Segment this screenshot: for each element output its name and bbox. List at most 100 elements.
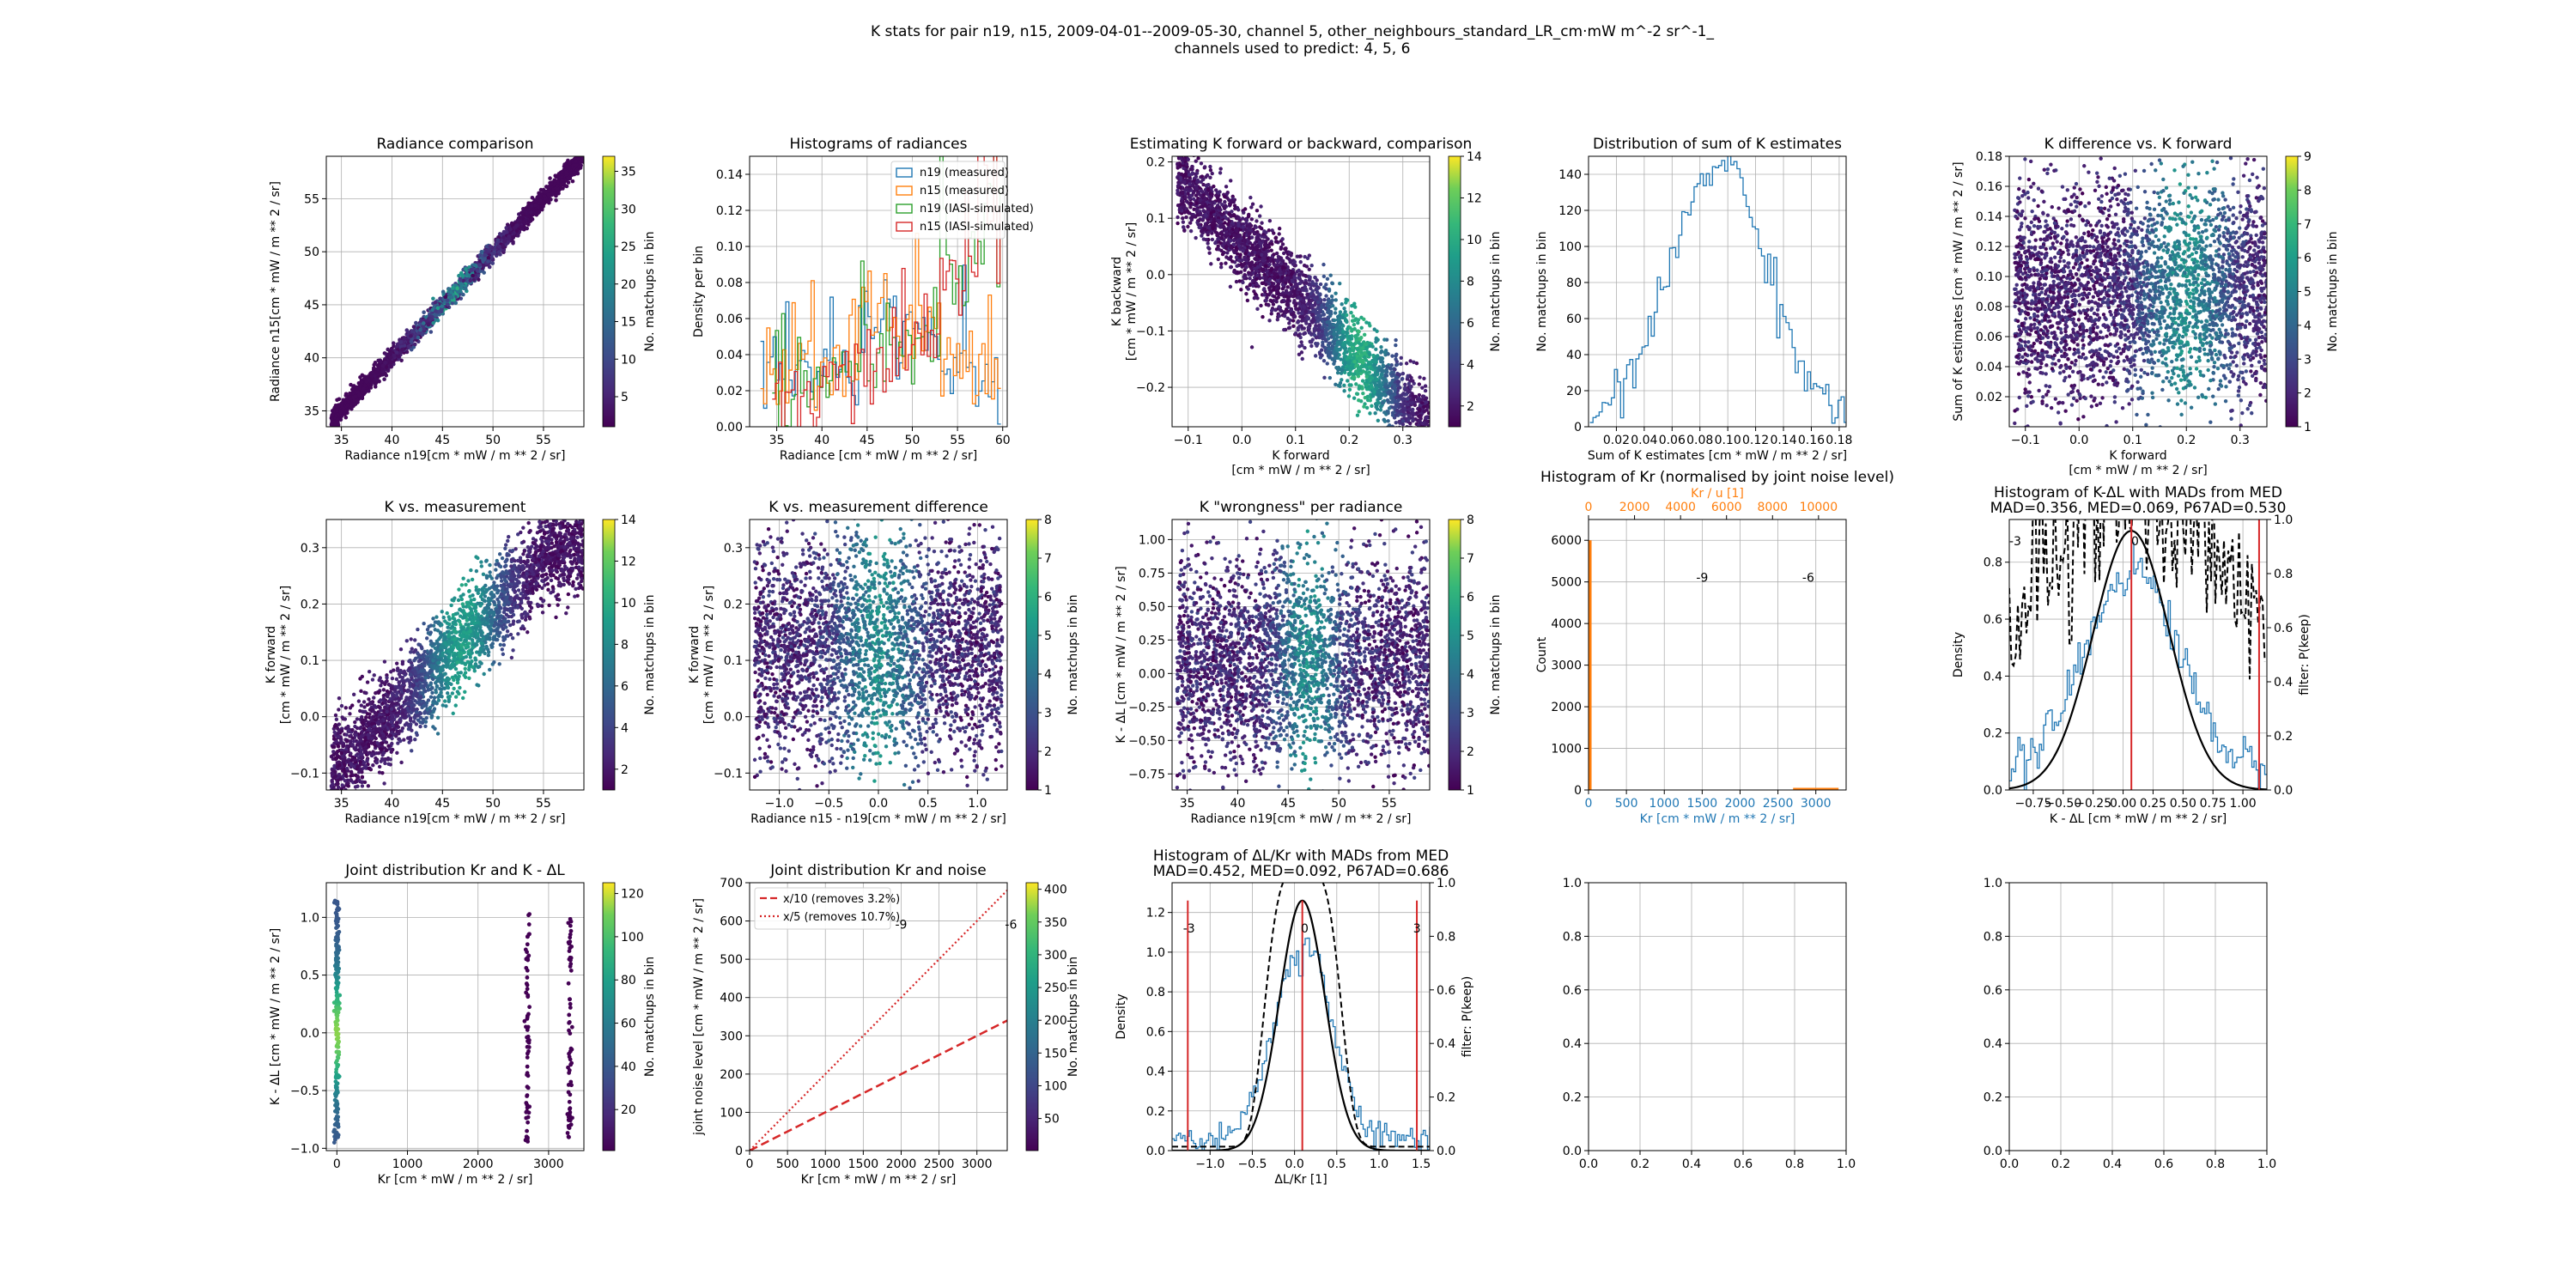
data-point bbox=[1412, 360, 1416, 365]
data-point bbox=[1255, 307, 1260, 312]
data-point bbox=[1218, 171, 1223, 175]
data-point bbox=[1420, 386, 1425, 390]
data-point bbox=[538, 198, 543, 204]
data-point bbox=[1332, 361, 1336, 366]
data-point bbox=[1364, 342, 1369, 347]
data-point bbox=[1184, 215, 1188, 220]
data-point bbox=[463, 287, 468, 291]
legend-box bbox=[890, 161, 1005, 240]
data-point bbox=[1394, 337, 1398, 343]
data-point bbox=[1194, 159, 1198, 163]
data-point bbox=[580, 159, 584, 163]
data-point bbox=[1425, 428, 1428, 431]
data-point bbox=[446, 302, 450, 307]
series-line bbox=[760, 232, 1001, 411]
data-point bbox=[1417, 382, 1422, 386]
y-tick-label: 0.12 bbox=[716, 204, 743, 218]
data-point bbox=[1390, 354, 1394, 358]
data-point bbox=[1188, 221, 1193, 225]
data-point bbox=[1327, 375, 1333, 380]
data-point bbox=[1352, 396, 1357, 400]
data-point bbox=[1409, 398, 1413, 402]
data-point bbox=[1277, 232, 1281, 236]
data-point bbox=[1425, 460, 1428, 464]
data-point bbox=[1334, 307, 1338, 311]
data-point bbox=[1344, 301, 1348, 305]
data-point bbox=[1324, 283, 1328, 287]
data-point bbox=[365, 374, 370, 380]
data-point bbox=[371, 371, 375, 375]
data-point bbox=[1370, 393, 1376, 398]
data-point bbox=[1285, 285, 1291, 289]
data-point bbox=[434, 309, 438, 313]
data-point bbox=[580, 151, 584, 155]
data-point bbox=[1260, 221, 1264, 225]
y-tick-label: 0.04 bbox=[716, 349, 743, 362]
data-point bbox=[579, 152, 583, 156]
data-point bbox=[345, 403, 350, 408]
data-point bbox=[349, 382, 353, 387]
data-point bbox=[1208, 167, 1213, 173]
data-point bbox=[1374, 337, 1378, 342]
data-point bbox=[368, 386, 374, 390]
data-point bbox=[1252, 230, 1256, 235]
colorbar bbox=[602, 155, 616, 428]
data-point bbox=[1335, 370, 1340, 375]
data-point bbox=[443, 295, 448, 300]
data-point bbox=[361, 376, 367, 381]
data-point bbox=[1190, 164, 1194, 169]
data-point bbox=[431, 320, 435, 325]
data-point bbox=[1318, 282, 1323, 287]
data-point bbox=[435, 306, 440, 311]
data-point bbox=[1427, 468, 1431, 471]
data-point bbox=[1338, 281, 1342, 286]
data-point bbox=[1223, 199, 1227, 204]
data-point bbox=[554, 197, 558, 203]
data-point bbox=[465, 272, 470, 276]
data-point bbox=[450, 295, 454, 300]
data-point bbox=[1425, 408, 1429, 412]
data-point bbox=[1420, 438, 1424, 441]
data-point bbox=[1242, 241, 1247, 246]
data-point bbox=[1340, 378, 1344, 382]
legend-label: n15 (IASI-simulated) bbox=[920, 221, 1034, 234]
data-point bbox=[1194, 235, 1198, 240]
data-point bbox=[1426, 440, 1430, 443]
data-point bbox=[1427, 442, 1431, 446]
data-point bbox=[1411, 453, 1414, 457]
data-point bbox=[1296, 333, 1301, 337]
data-point bbox=[412, 342, 417, 347]
data-point bbox=[421, 321, 426, 325]
data-point bbox=[553, 173, 558, 178]
data-point bbox=[426, 322, 431, 327]
data-point bbox=[364, 389, 368, 393]
data-point bbox=[1330, 281, 1335, 286]
data-point bbox=[550, 182, 554, 186]
data-point bbox=[1248, 276, 1252, 281]
data-point bbox=[1362, 404, 1366, 409]
data-point bbox=[1282, 327, 1286, 332]
data-point bbox=[1333, 311, 1338, 315]
data-point bbox=[1188, 205, 1193, 210]
data-point bbox=[1223, 221, 1227, 225]
data-point bbox=[548, 176, 552, 180]
data-point bbox=[1273, 236, 1278, 240]
data-point bbox=[1376, 393, 1381, 398]
data-point bbox=[504, 230, 508, 234]
data-point bbox=[574, 159, 579, 164]
data-point bbox=[533, 203, 538, 208]
data-point bbox=[1206, 241, 1210, 246]
data-point bbox=[1321, 358, 1327, 363]
data-point bbox=[1191, 182, 1195, 186]
data-point bbox=[353, 394, 358, 398]
data-point bbox=[1186, 157, 1190, 162]
data-point bbox=[1421, 428, 1425, 431]
data-point bbox=[338, 410, 343, 415]
data-point bbox=[495, 238, 501, 243]
data-point bbox=[474, 275, 478, 280]
data-point bbox=[1318, 292, 1322, 296]
data-point bbox=[1320, 353, 1324, 358]
data-point bbox=[519, 216, 523, 221]
